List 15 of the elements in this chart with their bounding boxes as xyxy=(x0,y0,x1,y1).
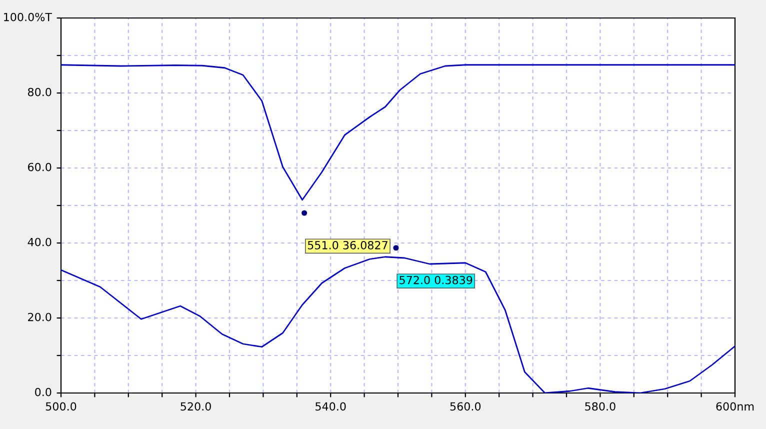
x-tick-label: 520.0 xyxy=(180,402,211,411)
annotation: 551.0 36.0827 xyxy=(308,240,388,250)
y-tick-label: 0.0 xyxy=(35,388,52,396)
x-tick-label: 540.0 xyxy=(316,402,346,411)
y-tick-label: 100.0%T xyxy=(4,12,52,22)
x-tick-label: 560.0 xyxy=(450,402,481,411)
annotation: 572.0 0.3839 xyxy=(400,276,472,284)
line-series xyxy=(61,64,735,201)
x-tick-label: 580.0 xyxy=(585,402,616,411)
y-tick-label: 20.0 xyxy=(28,312,52,322)
y-tick-label: 80.0 xyxy=(28,88,52,96)
x-tick-label: 600nm xyxy=(716,402,754,411)
y-tick-label: 40.0 xyxy=(28,238,52,246)
y-tick-label: 60.0 xyxy=(28,162,52,172)
x-tick-label: 500.0 xyxy=(46,402,76,411)
